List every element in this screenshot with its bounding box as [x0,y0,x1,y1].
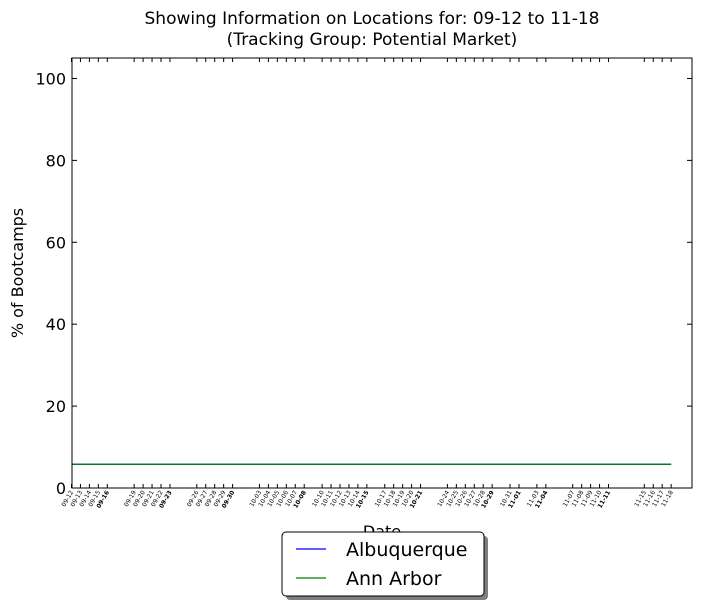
legend-box [281,531,485,597]
y-axis-label: % of Bootcamps [8,208,27,338]
legend: Albuquerque Ann Arbor [281,531,488,600]
legend-label: Albuquerque [346,539,467,561]
y-axis: 0 20 40 60 80 100 [35,69,692,498]
y-tick-label: 80 [46,151,66,170]
y-tick-label: 40 [46,315,66,334]
plot-frame [71,57,693,489]
y-tick-label: 0 [56,479,66,498]
chart-title-line1: Showing Information on Locations for: 09… [145,9,600,29]
y-tick-label: 60 [46,233,66,252]
legend-label: Ann Arbor [346,568,442,590]
chart-title-line2: (Tracking Group: Potential Market) [227,30,518,50]
y-tick-label: 20 [46,397,66,416]
y-tick-label: 100 [35,69,66,88]
